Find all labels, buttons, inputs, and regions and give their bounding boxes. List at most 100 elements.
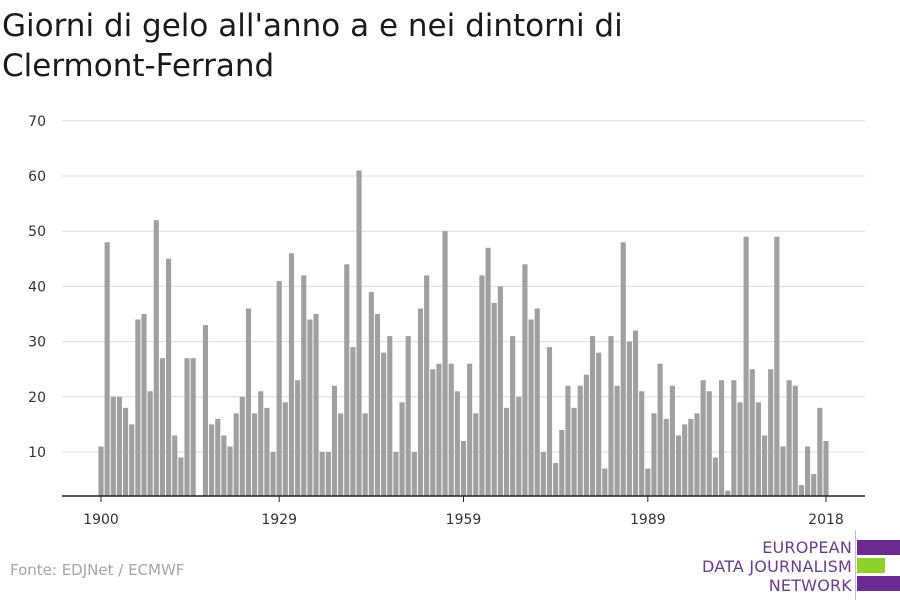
bar-1911: [166, 258, 172, 496]
logo-divider: [855, 530, 856, 600]
bar-1900: [98, 446, 104, 496]
bar-1968: [516, 396, 522, 496]
bar-1939: [338, 413, 344, 496]
bar-2007: [755, 402, 761, 496]
bar-1954: [430, 369, 436, 496]
bar-1902: [110, 396, 116, 496]
bar-1936: [319, 452, 325, 496]
bar-1970: [528, 319, 534, 496]
bar-1934: [307, 319, 313, 496]
bar-1981: [596, 352, 602, 496]
bar-1994: [675, 435, 682, 496]
bar-1996: [688, 418, 694, 496]
bar-1925: [252, 413, 258, 496]
bar-1961: [473, 413, 479, 496]
bar-1966: [503, 407, 510, 496]
bar-2002: [725, 490, 731, 496]
bar-1963: [485, 247, 491, 496]
bar-1967: [510, 336, 516, 496]
logo-bar-green: [857, 558, 885, 573]
y-tick-label: 50: [28, 224, 46, 240]
source-note: Fonte: EDJNet / ECMWF: [10, 561, 185, 579]
bar-2013: [792, 385, 798, 496]
bar-1986: [626, 341, 632, 496]
bar-1942: [356, 170, 362, 497]
bar-1984: [614, 385, 620, 496]
bar-1938: [331, 385, 338, 496]
bar-1962: [479, 275, 485, 496]
bar-2010: [774, 236, 780, 496]
bar-2001: [718, 380, 725, 496]
bar-1980: [589, 336, 596, 496]
bar-2012: [786, 380, 792, 496]
bar-1929: [276, 280, 282, 496]
bar-1974: [553, 463, 559, 496]
bar-1973: [546, 347, 553, 496]
logo-bar-purple-top: [857, 540, 900, 555]
bar-1917: [202, 325, 209, 496]
x-tick-label: 2018: [808, 512, 844, 528]
bar-1990: [651, 413, 657, 496]
bar-1901: [104, 242, 110, 496]
bar-2009: [768, 369, 774, 496]
bar-1933: [301, 275, 307, 496]
bar-1993: [669, 385, 675, 496]
y-tick-label: 60: [28, 169, 46, 185]
bar-1941: [350, 347, 356, 496]
y-tick-label: 10: [28, 445, 46, 461]
bar-1930: [282, 402, 288, 496]
gridlines: [62, 120, 865, 453]
x-tick-label: 1989: [630, 512, 666, 528]
bar-1997: [694, 413, 700, 496]
bar-1928: [270, 452, 276, 496]
bars: [98, 170, 829, 497]
bar-1922: [233, 413, 239, 496]
bar-1935: [313, 314, 319, 496]
bar-1988: [639, 391, 645, 496]
bar-1959: [460, 440, 467, 496]
bar-2015: [805, 446, 811, 496]
bar-1918: [209, 424, 215, 496]
bar-1921: [227, 446, 233, 496]
bar-1957: [448, 363, 454, 496]
logo-line-3: NETWORK: [768, 576, 852, 595]
bar-1987: [632, 330, 639, 496]
y-tick-label: 20: [28, 390, 46, 406]
bar-1912: [172, 435, 178, 496]
bar-1983: [608, 336, 614, 496]
bar-1975: [559, 429, 565, 496]
logo-line-1: EUROPEAN: [762, 538, 852, 557]
bar-1949: [399, 402, 405, 496]
bar-2011: [780, 446, 786, 496]
bar-2016: [811, 474, 817, 496]
logo-bar-purple-bottom: [857, 576, 900, 591]
bar-1953: [424, 275, 430, 496]
bar-1915: [190, 358, 196, 496]
bar-1905: [129, 424, 135, 496]
bar-1908: [147, 391, 153, 496]
bar-1945: [374, 314, 381, 496]
bar-1977: [571, 407, 577, 496]
y-axis: 10 20 30 40 50 60 70: [28, 114, 46, 461]
bar-1991: [657, 363, 663, 496]
bar-1927: [264, 407, 270, 496]
bar-2003: [731, 380, 737, 496]
bar-1956: [442, 231, 448, 496]
bar-1923: [239, 396, 245, 496]
bar-1937: [325, 452, 331, 496]
bar-1955: [436, 363, 442, 496]
bar-2006: [749, 369, 755, 496]
bar-1951: [411, 452, 417, 496]
bar-2014: [798, 485, 804, 496]
bar-1920: [221, 435, 227, 496]
bar-1995: [682, 424, 688, 496]
x-tick-label: 1929: [261, 512, 297, 528]
bar-1958: [454, 391, 460, 496]
bar-1944: [368, 291, 374, 496]
bar-1903: [116, 396, 122, 496]
bar-1932: [295, 380, 301, 496]
bar-1909: [153, 220, 159, 496]
bar-1960: [467, 363, 473, 496]
bar-1910: [159, 358, 166, 496]
